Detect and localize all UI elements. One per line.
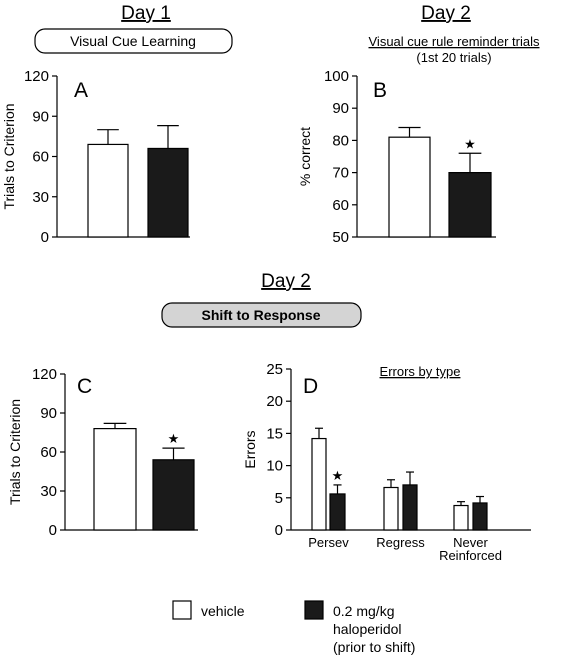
panel-c-tick-label: 120 bbox=[32, 366, 57, 383]
panel-d-tick-label: 20 bbox=[266, 393, 283, 410]
panel-d-bar-vehicle bbox=[311, 437, 327, 531]
panel-a-tick-label: 0 bbox=[41, 229, 49, 246]
panel-b-subtitle-2: (1st 20 trials) bbox=[416, 50, 491, 65]
panel-c-bar-vehicle bbox=[93, 428, 137, 531]
day2-top-header: Day 2 bbox=[421, 3, 471, 24]
panel-b-tick-label: 90 bbox=[332, 100, 349, 117]
panel-d-tick-label: 5 bbox=[275, 490, 283, 507]
legend-haloperidol-swatch bbox=[304, 600, 324, 620]
panel-b-y-axis-label: % correct bbox=[297, 127, 313, 186]
panel-b-tick-label: 100 bbox=[324, 68, 349, 85]
panel-a-tick-label: 90 bbox=[32, 108, 49, 125]
panel-c-bar-haloperidol bbox=[152, 459, 195, 531]
panel-b-tick-label: 70 bbox=[332, 165, 349, 182]
panel-b-bar-vehicle bbox=[388, 136, 431, 238]
panel-c-y-axis-label: Trials to Criterion bbox=[7, 399, 23, 505]
panel-b-letter: B bbox=[373, 79, 387, 102]
box-shift-to-response bbox=[161, 302, 362, 328]
panel-d-y-axis-label: Errors bbox=[242, 430, 258, 468]
panel-d-letter: D bbox=[303, 375, 318, 398]
panel-d-tick-label: 15 bbox=[266, 425, 283, 442]
panel-c-tick-label: 30 bbox=[40, 483, 57, 500]
legend-vehicle-swatch bbox=[172, 600, 192, 620]
chart-panel-b: 50 60 70 80 90 100 % correct B ★ bbox=[297, 68, 496, 246]
panel-d-bar-haloperidol bbox=[402, 484, 418, 531]
panel-b-tick-label: 50 bbox=[332, 229, 349, 246]
legend-haloperidol-line2: haloperidol bbox=[333, 621, 402, 637]
panel-a-bar-vehicle bbox=[87, 143, 129, 238]
panel-b-tick-label: 60 bbox=[332, 197, 349, 214]
panel-a-bar-haloperidol bbox=[147, 147, 189, 238]
panel-d-bar-haloperidol bbox=[329, 493, 346, 531]
box-visual-cue-learning bbox=[34, 28, 233, 54]
panel-b-subtitle: Visual cue rule reminder trials bbox=[369, 34, 540, 49]
panel-b-tick-label: 80 bbox=[332, 132, 349, 149]
panel-b-significance-star: ★ bbox=[464, 136, 476, 151]
legend-vehicle-label: vehicle bbox=[201, 603, 245, 619]
legend-haloperidol-line1: 0.2 mg/kg bbox=[333, 603, 394, 619]
panel-a-y-axis-label: Trials to Criterion bbox=[1, 103, 17, 209]
panel-d-category-label: Reinforced bbox=[439, 548, 502, 563]
panel-c-letter: C bbox=[77, 375, 92, 398]
chart-panel-c: 0 30 60 90 120 Trials to Criterion C ★ bbox=[7, 366, 198, 539]
panel-d-bar-vehicle bbox=[453, 504, 469, 531]
chart-panel-d: 0 5 10 15 20 25 Errors D Errors by type ★ Persev Re… bbox=[242, 361, 531, 563]
chart-panel-a: 0 30 60 90 120 Trials to Criterion A bbox=[1, 68, 190, 246]
panel-d-category-label: Regress bbox=[376, 535, 425, 550]
panel-d-bar-vehicle bbox=[383, 486, 399, 531]
panel-d-tick-label: 10 bbox=[266, 458, 283, 475]
panel-a-letter: A bbox=[74, 79, 88, 102]
panel-d-category-label: Persev bbox=[308, 535, 349, 550]
panel-d-tick-label: 0 bbox=[275, 522, 283, 539]
day1-header: Day 1 bbox=[121, 3, 171, 24]
panel-a-tick-label: 30 bbox=[32, 189, 49, 206]
panel-c-significance-star: ★ bbox=[168, 431, 180, 446]
box-visual-cue-learning-label: Visual Cue Learning bbox=[70, 33, 196, 49]
panel-d-title: Errors by type bbox=[380, 364, 461, 379]
panel-a-tick-label: 60 bbox=[32, 149, 49, 166]
panel-b-bar-haloperidol bbox=[448, 172, 492, 238]
panel-d-tick-label: 25 bbox=[266, 361, 283, 378]
panel-d-category-label: Never bbox=[453, 535, 488, 550]
day2-mid-header: Day 2 bbox=[261, 271, 311, 292]
panel-c-tick-label: 90 bbox=[40, 405, 57, 422]
box-shift-to-response-label: Shift to Response bbox=[201, 307, 320, 323]
panel-d-significance-star: ★ bbox=[332, 468, 344, 483]
panel-a-tick-label: 120 bbox=[24, 68, 49, 85]
legend-haloperidol-line3: (prior to shift) bbox=[333, 639, 415, 655]
panel-d-bar-haloperidol bbox=[472, 502, 488, 531]
panel-c-tick-label: 0 bbox=[49, 522, 57, 539]
panel-c-tick-label: 60 bbox=[40, 444, 57, 461]
